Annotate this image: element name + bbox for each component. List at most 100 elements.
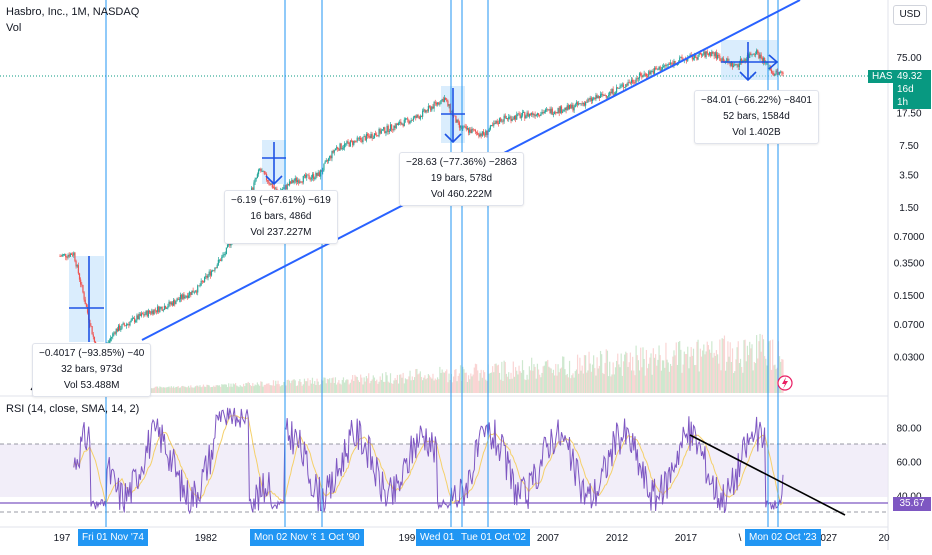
candle-body (174, 300, 176, 305)
candle-body (704, 51, 706, 58)
volume-bar (364, 381, 366, 393)
candle-body (113, 332, 115, 334)
volume-bar (177, 386, 179, 393)
volume-bar (598, 365, 600, 393)
volume-bar (700, 356, 703, 393)
volume-bar (764, 356, 766, 393)
volume-bar (277, 380, 279, 393)
candle-body (782, 72, 784, 74)
candle-body (275, 188, 277, 190)
volume-bar (568, 360, 571, 393)
volume-bar (189, 387, 191, 393)
candle-body (420, 116, 423, 117)
candle-body (607, 95, 610, 97)
volume-bar (711, 341, 713, 393)
volume-bar (679, 341, 681, 393)
volume-bar (501, 361, 503, 393)
volume-bar (638, 370, 641, 393)
candle-body (463, 126, 465, 128)
candle-body (66, 257, 68, 258)
volume-bar (471, 376, 473, 393)
candle-body (283, 187, 285, 190)
measure-box-1[interactable] (69, 256, 104, 342)
candle-body (649, 71, 651, 75)
volume-bar (480, 369, 482, 393)
volume-bar (506, 376, 509, 393)
candle-body (576, 102, 579, 105)
volume-bar (155, 386, 157, 393)
volume-bar (207, 384, 209, 393)
volume-bar (595, 375, 597, 393)
candle-body (459, 125, 462, 128)
measure-label-1[interactable]: −0.4017 (−93.85%) −40 32 bars, 973d Vol … (32, 343, 152, 397)
candle-body (216, 264, 218, 269)
volume-bar (342, 377, 345, 393)
volume-bar (556, 375, 558, 393)
volume-bar (738, 363, 740, 393)
volume-bar (168, 386, 170, 393)
volume-bar (239, 385, 241, 393)
volume-bar (766, 365, 768, 393)
volume-bar (204, 386, 206, 393)
candle-body (184, 296, 186, 299)
volume-bar (728, 356, 730, 393)
rsi-tick-label: 60.00 (896, 458, 921, 469)
candle-body (625, 84, 627, 88)
candle-body (138, 313, 140, 320)
measure-label-3[interactable]: −28.63 (−77.36%) −2863 19 bars, 578d Vol… (399, 152, 524, 206)
candle-body (294, 178, 296, 181)
candle-body (624, 87, 626, 88)
volume-bar (414, 377, 416, 393)
volume-bar (287, 379, 289, 393)
measure-label-4[interactable]: −84.01 (−66.22%) −8401 52 bars, 1584d Vo… (694, 90, 819, 144)
volume-bar (466, 381, 469, 393)
volume-bar (302, 384, 304, 393)
candle-body (591, 98, 594, 102)
trendline-rsi[interactable] (689, 434, 846, 516)
volume-bar (326, 378, 328, 393)
candle-body (720, 60, 722, 62)
volume-bar (365, 376, 368, 393)
volume-bar (346, 379, 348, 393)
candle-body (770, 69, 773, 73)
candle-body (259, 168, 261, 170)
volume-bar (392, 383, 394, 393)
candle-body (252, 187, 254, 190)
candle-body (568, 104, 571, 109)
volume-bar (251, 386, 253, 393)
volume-bar (637, 360, 639, 393)
currency-button[interactable]: USD (893, 5, 927, 25)
volume-bar (183, 386, 185, 393)
volume-bar (233, 384, 236, 393)
volume-bar (418, 373, 420, 393)
candle-body (271, 183, 273, 188)
volume-bar (432, 373, 434, 393)
volume-bar (585, 355, 587, 393)
volume-bar (311, 377, 314, 393)
candle-body (588, 99, 590, 101)
measure-label-2[interactable]: −6.19 (−67.61%) −619 16 bars, 486d Vol 2… (224, 190, 338, 244)
candle-body (524, 112, 526, 119)
candle-body (668, 64, 670, 65)
candle-body (549, 109, 551, 114)
candle-body (545, 109, 548, 111)
volume-bar (761, 334, 763, 393)
volume-bar (781, 359, 783, 393)
candle-body (579, 103, 581, 104)
volume-bar (548, 366, 550, 393)
candle-body (175, 301, 177, 305)
volume-bar (529, 370, 532, 393)
measure-2-bars: 16 bars, 486d (250, 211, 312, 222)
candle-body (401, 123, 403, 125)
candle-body (559, 106, 561, 113)
candle-body (618, 88, 620, 89)
candle-body (651, 71, 653, 72)
candle-body (111, 336, 113, 339)
volume-bar (158, 388, 160, 393)
volume-bar (419, 371, 421, 393)
volume-bar (443, 372, 446, 393)
volume-bar (190, 385, 192, 393)
volume-bar (226, 387, 229, 393)
